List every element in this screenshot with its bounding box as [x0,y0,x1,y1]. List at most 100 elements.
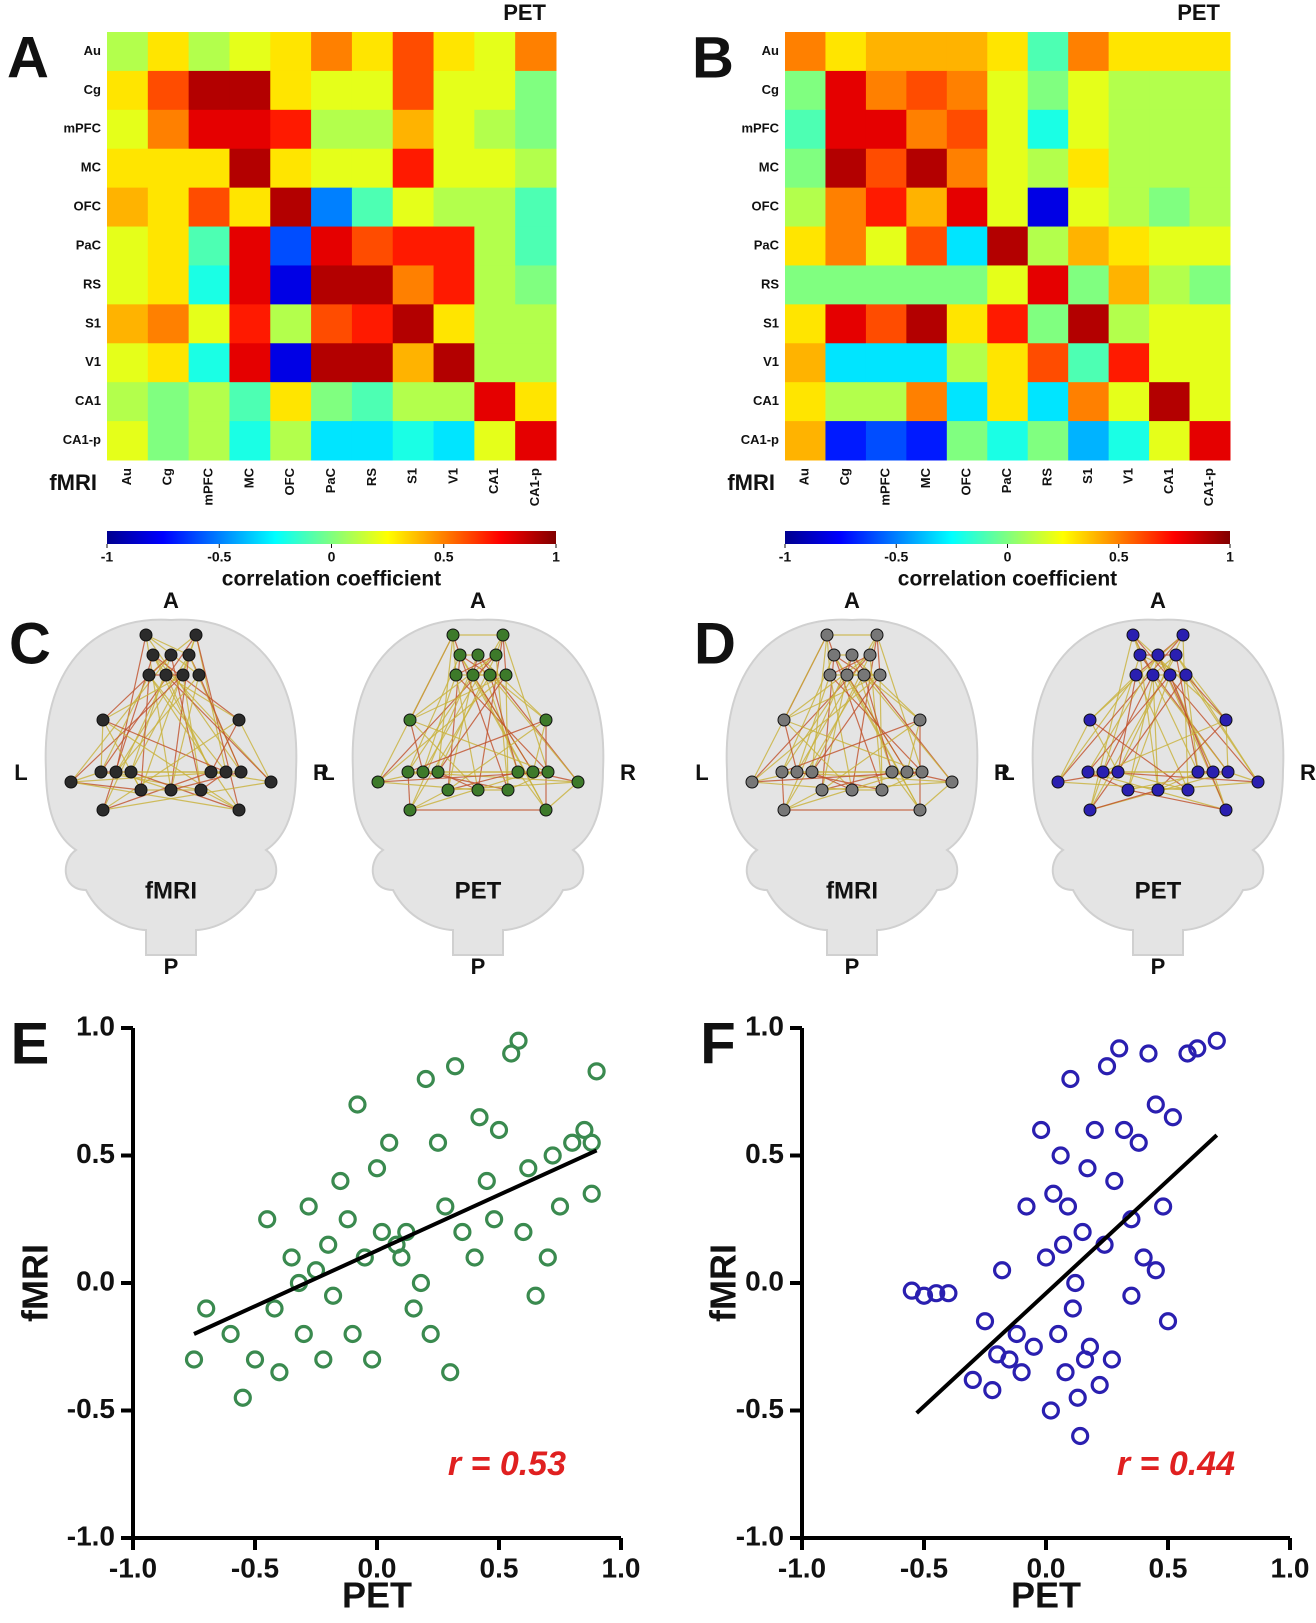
node [94,765,108,779]
node [1133,648,1147,662]
point [1071,1426,1090,1446]
edge [545,781,579,811]
edge [502,634,507,676]
heatmap-cell [107,226,149,266]
right-label: R [1300,760,1316,785]
edge [409,674,507,721]
heatmap-cell [515,148,557,189]
heatmap-cell [433,343,475,383]
row-label: Au [762,43,779,58]
edge [152,654,272,783]
heatmap-cell [785,304,826,344]
node [913,803,927,817]
edge [140,674,150,791]
heatmap-cell [392,32,435,72]
heatmap-cell [188,32,230,72]
point [1073,1222,1092,1242]
point [519,1159,538,1178]
heatmap-cell [865,382,907,422]
point [453,1222,472,1242]
brain-view [725,618,979,956]
node [1151,648,1165,662]
edge [507,771,549,791]
node [571,775,585,789]
point [282,1248,301,1267]
edge [409,674,491,811]
heatmap-cell [946,70,988,111]
panel-label: C [9,611,51,676]
node [511,765,525,779]
colorbar-label: correlation coefficient [898,568,1117,591]
edge [783,719,853,791]
heatmap-cell [906,187,948,228]
edge [1117,674,1137,773]
edge [409,719,549,773]
heatmap-cell [1068,304,1110,344]
point [441,1363,460,1382]
heatmap-cell [825,382,867,422]
point [184,1350,204,1369]
heatmap-cell [946,32,988,72]
edge [210,719,240,773]
point [265,1299,284,1318]
heatmap-cell [1068,226,1110,266]
edge [102,781,272,811]
node [1111,765,1125,779]
heatmap-cell [229,382,271,422]
point [1044,1184,1063,1203]
column-label: PaC [323,467,338,493]
heatmap-cell [865,148,907,189]
heatmap-cell [147,265,190,305]
heatmap-cell [906,343,948,383]
x-tick-label: -1.0 [778,1552,826,1583]
heatmap-cell [515,421,557,461]
heatmap-cell [474,382,516,422]
point [197,1299,216,1318]
colorbar [107,531,556,544]
heatmap-cell [825,421,867,461]
edge [1089,634,1134,811]
edge [851,654,921,721]
heatmap-cell [1149,187,1191,228]
heatmap-cell [1149,32,1191,72]
edge [165,674,240,721]
node [840,668,854,682]
anterior-label: A [163,588,179,613]
heatmap-cell [515,109,557,150]
heatmap-cell [987,70,1029,111]
right-label: R [313,760,329,785]
node [416,765,430,779]
heatmap-cell [1108,148,1150,189]
edge [783,789,823,811]
point [983,1380,1002,1400]
heatmap-cell [433,304,475,344]
point [1122,1286,1141,1305]
point [489,1120,509,1140]
edge [811,771,853,791]
edge [505,674,509,791]
colorbar-tick-label: 1 [1226,549,1234,565]
point [1000,1350,1019,1369]
node [913,713,927,727]
edge [182,674,202,791]
point [411,1273,431,1293]
node [134,783,148,797]
point [1063,1299,1082,1318]
y-tick-label: -1.0 [736,1520,784,1551]
heatmap-cell [433,148,475,189]
fit-line [193,1148,598,1336]
heatmap-cell [1108,187,1150,228]
heatmap-cell [229,343,271,383]
edge [70,781,142,791]
node [159,668,173,682]
node [863,648,877,662]
node [189,628,203,642]
point [1053,1235,1073,1254]
edge [906,771,953,783]
heatmap-cell [825,187,867,228]
point [509,1031,528,1050]
node [1151,783,1165,797]
edge [1117,771,1189,791]
heatmap-cell [188,148,230,189]
heatmap-cell [1068,265,1110,305]
